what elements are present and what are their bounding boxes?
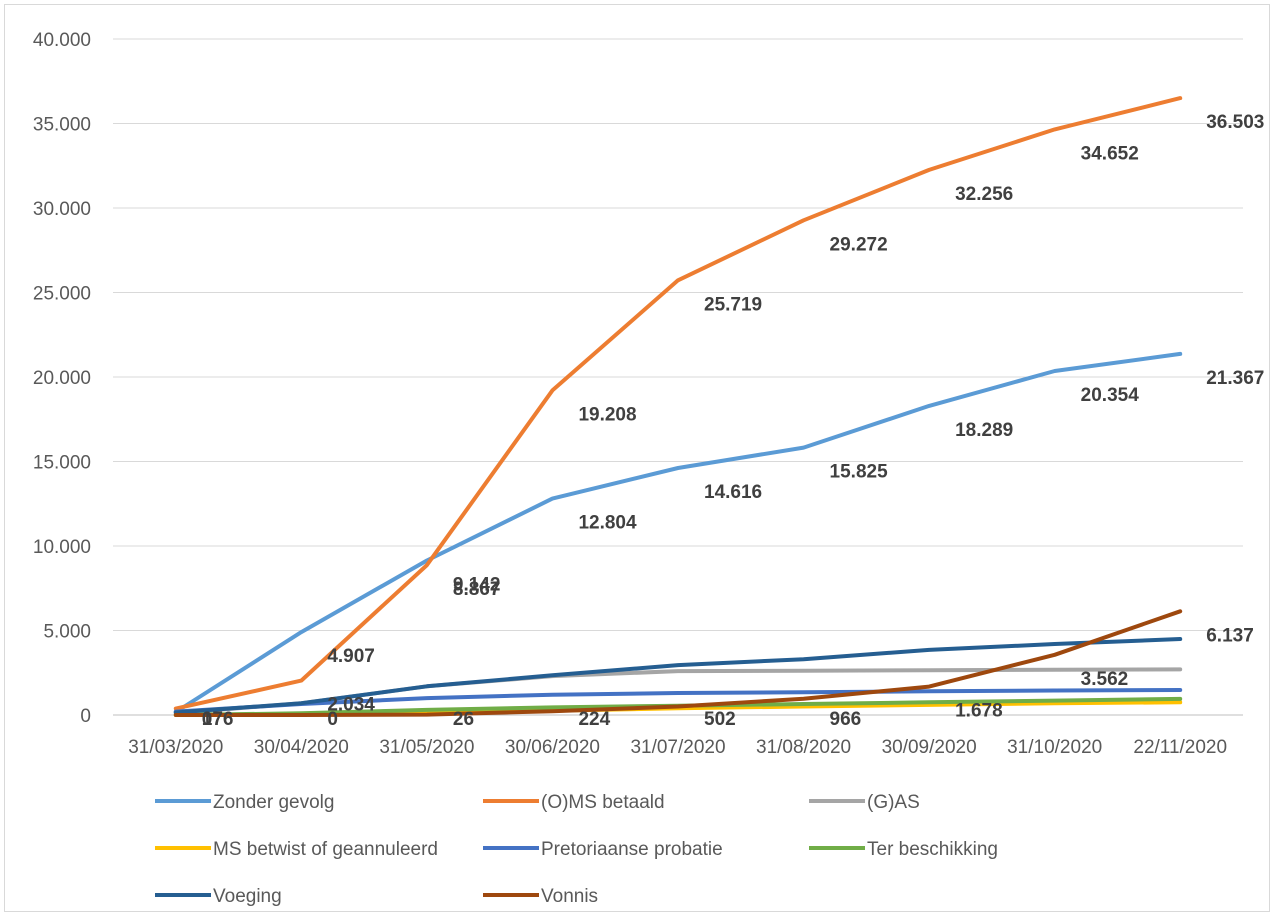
data-label: 9.142: [453, 575, 501, 596]
data-label: 502: [704, 709, 736, 730]
data-label: 966: [830, 709, 862, 730]
data-label: 176: [202, 709, 234, 730]
series-line: [173, 96, 1183, 711]
x-tick-label: 30/04/2020: [254, 737, 349, 758]
y-axis-ticks: 0 5.000 10.000 15.000 20.000 25.000 30.000 35.0…: [33, 30, 91, 727]
data-label: 20.354: [1081, 385, 1140, 406]
y-tick-label: 25.000: [33, 284, 91, 305]
y-tick-label: 20.000: [33, 368, 91, 389]
data-label: 15.825: [830, 462, 889, 483]
series-line: [173, 637, 1183, 715]
y-tick-label: 10.000: [33, 537, 91, 558]
legend-label: (O)MS betaald: [541, 792, 665, 813]
legend-label: Vonnis: [541, 886, 598, 907]
data-label: 2.034: [327, 695, 375, 716]
data-label: 12.804: [578, 513, 637, 534]
x-axis-ticks: 31/03/2020 30/04/2020 31/05/2020 30/06/2020…: [128, 737, 1227, 758]
x-tick-label: 31/08/2020: [756, 737, 851, 758]
data-label: 14.616: [704, 482, 762, 503]
x-tick-label: 31/10/2020: [1007, 737, 1102, 758]
data-label: 0: [202, 709, 213, 730]
legend-label: Voeging: [213, 886, 282, 907]
series-lines: [173, 96, 1183, 717]
data-labels: 176 4.907 9.142 12.804 14.616 15.825 18.289 20.…: [202, 112, 1265, 730]
data-label: 4.907: [327, 646, 375, 667]
data-label: 21.367: [1206, 368, 1264, 389]
data-label: 36.503: [1206, 112, 1264, 133]
data-label: 8.867: [453, 579, 501, 600]
data-label: 25.719: [704, 294, 762, 315]
legend: Zonder gevolg (O)MS betaald (G)AS MS betwis…: [155, 792, 998, 907]
y-tick-label: 15.000: [33, 453, 91, 474]
legend-label: Zonder gevolg: [213, 792, 334, 813]
y-tick-label: 40.000: [33, 30, 91, 51]
data-label: 0: [327, 709, 338, 730]
legend-label: MS betwist of geannuleerd: [213, 839, 438, 860]
data-label: 6.137: [1206, 625, 1254, 646]
gridlines: [113, 38, 1243, 716]
line-chart: 0 5.000 10.000 15.000 20.000 25.000 30.000 35.0…: [33, 30, 1265, 907]
legend-label: Ter beschikking: [867, 839, 998, 860]
data-label: 19.208: [578, 404, 636, 425]
x-tick-label: 31/07/2020: [630, 737, 725, 758]
data-label: 3.562: [1081, 669, 1129, 690]
data-label: 1.678: [955, 701, 1003, 722]
data-label: 34.652: [1081, 143, 1139, 164]
data-label: 26: [453, 709, 474, 730]
data-label: 32.256: [955, 184, 1013, 205]
x-tick-label: 31/03/2020: [128, 737, 223, 758]
x-tick-label: 22/11/2020: [1133, 737, 1227, 758]
data-label: 29.272: [830, 234, 888, 255]
y-tick-label: 5.000: [43, 622, 91, 643]
legend-label: (G)AS: [867, 792, 920, 813]
series-line: [173, 609, 1183, 717]
x-tick-label: 30/09/2020: [882, 737, 977, 758]
series-line: [173, 688, 1183, 714]
chart-frame: 0 5.000 10.000 15.000 20.000 25.000 30.000 35.0…: [4, 4, 1270, 912]
y-tick-label: 35.000: [33, 115, 91, 136]
series-line: [173, 351, 1183, 714]
legend-label: Pretoriaanse probatie: [541, 839, 723, 860]
data-label: 18.289: [955, 420, 1013, 441]
y-tick-label: 30.000: [33, 199, 91, 220]
data-label: 224: [578, 709, 610, 730]
y-tick-label: 0: [80, 706, 91, 727]
x-tick-label: 30/06/2020: [505, 737, 600, 758]
x-tick-label: 31/05/2020: [379, 737, 474, 758]
